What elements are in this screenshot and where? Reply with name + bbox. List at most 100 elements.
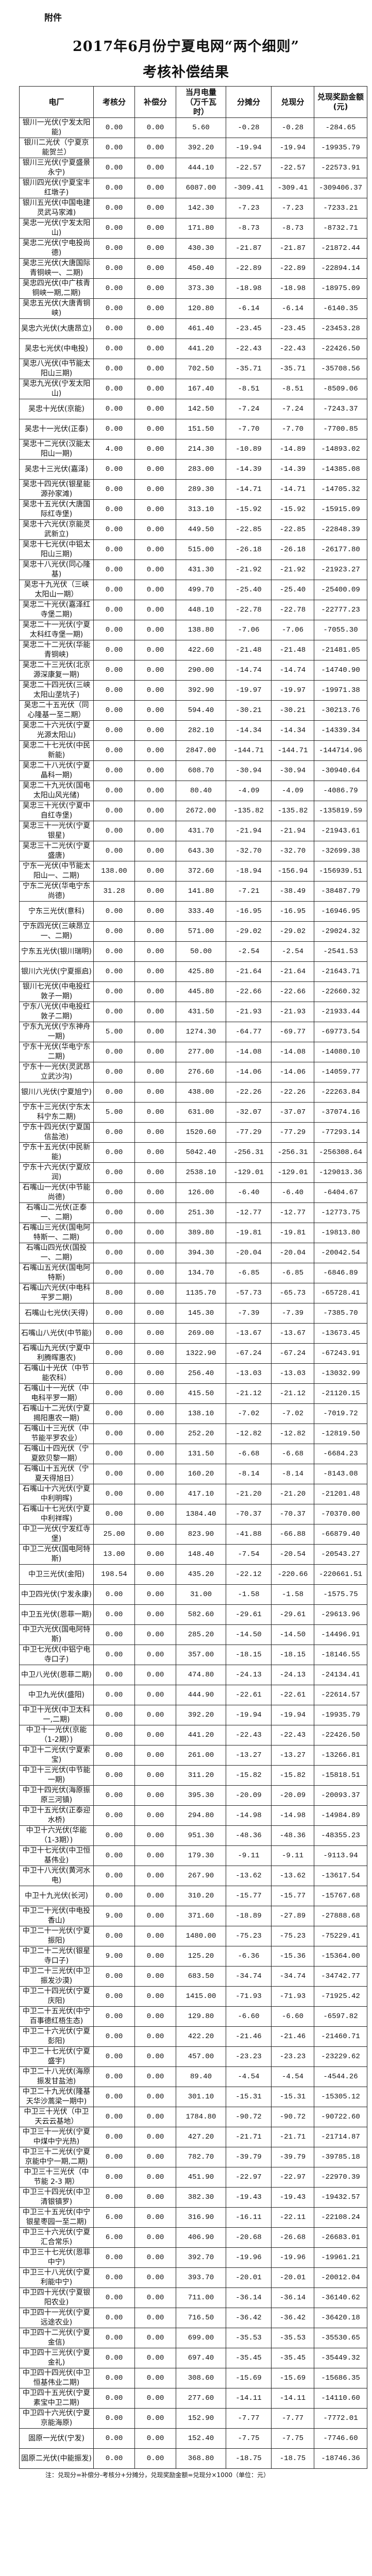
assessment-score-cell: 0.00 bbox=[93, 2247, 135, 2268]
reward-amount-cell: -15915.09 bbox=[314, 499, 367, 520]
monthly-energy-cell: 152.40 bbox=[176, 2428, 226, 2449]
plant-name-cell: 中卫二十光伏(中电投香山) bbox=[19, 1906, 94, 1926]
reward-amount-cell: -35449.32 bbox=[314, 2348, 367, 2368]
reward-amount-cell: -20042.54 bbox=[314, 1243, 367, 1263]
reward-amount-cell: -13617.54 bbox=[314, 1866, 367, 1886]
allocated-score-cell: -13.67 bbox=[226, 1323, 272, 1344]
assessment-score-cell: 0.00 bbox=[93, 2147, 135, 2167]
allocated-score-cell: -22.97 bbox=[226, 2167, 272, 2188]
assessment-score-cell: 4.00 bbox=[93, 439, 135, 460]
assessment-score-cell: 6.00 bbox=[93, 2227, 135, 2248]
table-row: 宁东九光伏(宁东神舟一期) 5.00 0.00 1274.30 -64.77 -69.77… bbox=[19, 1022, 367, 1042]
table-row: 吴忠十二光伏(汉能太阳山一期) 4.00 0.00 214.30 -10.89 -14.8… bbox=[19, 439, 367, 460]
reward-amount-cell: -23229.62 bbox=[314, 2046, 367, 2067]
allocated-score-cell: -22.43 bbox=[226, 338, 272, 359]
plant-name-cell: 中卫十七光伏(中卫恒基伟业) bbox=[19, 1845, 94, 1866]
settled-score-cell: -21.64 bbox=[271, 961, 314, 982]
plant-name-cell: 中卫十光伏(中卫太科一,二期) bbox=[19, 1705, 94, 1725]
table-row: 吴忠二十八光伏(宁夏晶科一期) 0.00 0.00 608.70 -30.94 -30.9… bbox=[19, 760, 367, 781]
assessment-score-cell: 0.00 bbox=[93, 359, 135, 379]
compensation-score-cell: 0.00 bbox=[134, 660, 176, 681]
settled-score-cell: -39.79 bbox=[271, 2147, 314, 2167]
reward-amount-cell: -7055.30 bbox=[314, 620, 367, 640]
compensation-score-cell: 0.00 bbox=[134, 1805, 176, 1826]
settled-score-cell: -21.48 bbox=[271, 640, 314, 660]
allocated-score-cell: -67.24 bbox=[226, 1343, 272, 1364]
table-row: 吴忠十三光伏(嘉泽) 0.00 0.00 283.00 -14.39 -14.39 -143… bbox=[19, 459, 367, 480]
monthly-energy-cell: 451.90 bbox=[176, 2167, 226, 2188]
assessment-score-cell: 0.00 bbox=[93, 1685, 135, 1705]
reward-amount-cell: -6684.23 bbox=[314, 1444, 367, 1464]
allocated-score-cell: -16.95 bbox=[226, 901, 272, 922]
settled-score-cell: -14.89 bbox=[271, 439, 314, 460]
assessment-score-cell: 0.00 bbox=[93, 519, 135, 540]
settled-score-cell: -6.14 bbox=[271, 298, 314, 319]
plant-name-cell: 中卫四十二光伏(宁夏金信) bbox=[19, 2328, 94, 2348]
plant-name-cell: 中卫三十二光伏(宁夏京能中宁一期,二期) bbox=[19, 2147, 94, 2167]
monthly-energy-cell: 148.40 bbox=[176, 1544, 226, 1565]
monthly-energy-cell: 422.20 bbox=[176, 2026, 226, 2047]
assessment-score-cell: 0.00 bbox=[93, 1142, 135, 1163]
reward-amount-cell: -30940.64 bbox=[314, 760, 367, 781]
monthly-energy-cell: 142.30 bbox=[176, 198, 226, 218]
compensation-score-cell: 0.00 bbox=[134, 2167, 176, 2188]
assessment-score-cell: 0.00 bbox=[93, 1765, 135, 1786]
footnote: 注：兑现分=补偿分-考核分+分摊分，兑现奖励金额=兑现分×1000（单位：元） bbox=[45, 2471, 270, 2479]
reward-amount-cell: -8732.71 bbox=[314, 218, 367, 239]
table-row: 中卫三十六光伏(宁夏汇合常乐) 6.00 0.00 406.90 -20.68 -26.6… bbox=[19, 2227, 367, 2248]
assessment-score-cell: 6.00 bbox=[93, 2207, 135, 2228]
allocated-score-cell: -26.18 bbox=[226, 539, 272, 560]
reward-amount-cell: -69773.54 bbox=[314, 1022, 367, 1042]
table-row: 中卫四十光伏(宁夏银阳农业) 0.00 0.00 711.00 -36.14 -36.14… bbox=[19, 2287, 367, 2308]
reward-amount-cell: -75229.41 bbox=[314, 1926, 367, 1946]
plant-name-cell: 石嘴山十六光伏(宁夏中利明晖) bbox=[19, 1484, 94, 1504]
monthly-energy-cell: 427.20 bbox=[176, 2127, 226, 2147]
compensation-score-cell: 0.00 bbox=[134, 1042, 176, 1062]
monthly-energy-cell: 261.00 bbox=[176, 1745, 226, 1766]
settled-score-cell: -48.36 bbox=[271, 1825, 314, 1846]
compensation-score-cell: 0.00 bbox=[134, 419, 176, 439]
allocated-score-cell: -19.43 bbox=[226, 2187, 272, 2208]
compensation-score-cell: 0.00 bbox=[134, 1966, 176, 1987]
monthly-energy-cell: 1480.00 bbox=[176, 1926, 226, 1946]
monthly-energy-cell: 444.90 bbox=[176, 1685, 226, 1705]
plant-name-cell: 中卫四十三光伏(宁夏金礼) bbox=[19, 2348, 94, 2368]
reward-amount-cell: -13032.99 bbox=[314, 1363, 367, 1384]
settled-score-cell: -19.94 bbox=[271, 1705, 314, 1725]
monthly-energy-cell: 6087.00 bbox=[176, 178, 226, 198]
compensation-score-cell: 0.00 bbox=[134, 700, 176, 721]
compensation-score-cell: 0.00 bbox=[134, 2348, 176, 2368]
compensation-score-cell: 0.00 bbox=[134, 1886, 176, 1906]
allocated-score-cell: -15.77 bbox=[226, 1886, 272, 1906]
settled-score-cell: -13.67 bbox=[271, 1323, 314, 1344]
page-title: 2017年6月份宁夏电网“两个细则” bbox=[73, 39, 299, 55]
monthly-energy-cell: 152.90 bbox=[176, 2408, 226, 2429]
settled-score-cell: -13.03 bbox=[271, 1363, 314, 1384]
allocated-score-cell: -6.60 bbox=[226, 2006, 272, 2027]
plant-name-cell: 吴忠五光伏(大唐青铜峡) bbox=[19, 298, 94, 319]
assessment-score-cell: 0.00 bbox=[93, 1785, 135, 1806]
plant-name-cell: 中卫十二光伏(宁夏索宝) bbox=[19, 1745, 94, 1766]
allocated-score-cell: -18.15 bbox=[226, 1645, 272, 1665]
compensation-score-cell: 0.00 bbox=[134, 1946, 176, 1967]
table-row: 宁东四光伏(三峡昂立一、二期) 0.00 0.00 571.00 -29.02 -29.0… bbox=[19, 921, 367, 942]
monthly-energy-cell: 294.80 bbox=[176, 1805, 226, 1826]
monthly-energy-cell: 138.80 bbox=[176, 620, 226, 640]
settled-score-cell: -16.95 bbox=[271, 901, 314, 922]
assessment-score-cell: 138.00 bbox=[93, 861, 135, 882]
table-row: 中卫二十九光伏(隆基天华沙蒿梁一期中) 0.00 0.00 301.10 -15.31-… bbox=[19, 2087, 367, 2107]
allocated-score-cell: -18.94 bbox=[226, 861, 272, 882]
reward-amount-cell: -19432.57 bbox=[314, 2187, 367, 2208]
reward-amount-cell: -12773.75 bbox=[314, 1202, 367, 1223]
plant-name-cell: 石嘴山十三光伏（中节能平罗农业） bbox=[19, 1423, 94, 1444]
reward-amount-cell: -12819.50 bbox=[314, 1423, 367, 1444]
plant-name-cell: 宁东九光伏(宁东神舟一期) bbox=[19, 1022, 94, 1042]
assessment-score-cell: 0.00 bbox=[93, 258, 135, 279]
table-row: 石嘴山九光伏(宁夏中利腾晖惠农) 0.00 0.00 1322.90 -67.24 -67… bbox=[19, 1343, 367, 1364]
monthly-energy-cell: 160.20 bbox=[176, 1464, 226, 1484]
plant-name-cell: 吴忠三光伏(大唐国际青铜峡一、二期) bbox=[19, 258, 94, 279]
settled-score-cell: -35.53 bbox=[271, 2328, 314, 2348]
plant-name-cell: 石嘴山六光伏(中电科平罗二期) bbox=[19, 1283, 94, 1303]
allocated-score-cell: -4.09 bbox=[226, 781, 272, 801]
settled-score-cell: -19.81 bbox=[271, 1223, 314, 1243]
